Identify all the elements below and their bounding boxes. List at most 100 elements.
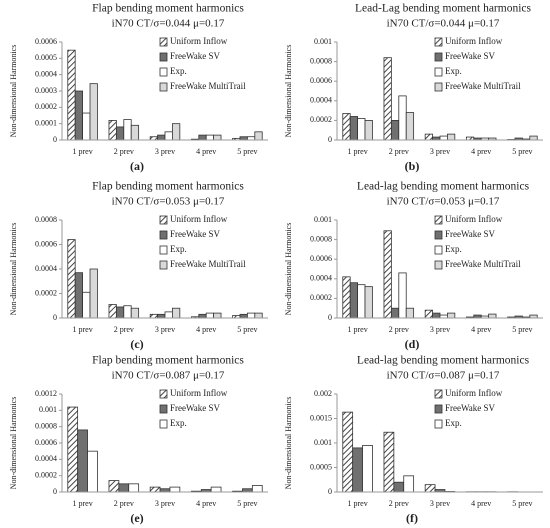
bar	[108, 304, 117, 319]
y-tick-label: 0	[53, 313, 57, 322]
y-tick-label: 0.0008	[35, 421, 57, 430]
y-tick-label: 0.001	[314, 37, 332, 46]
panel-label: (b)	[405, 159, 420, 173]
x-tick-label: 4 prev	[471, 147, 491, 156]
bar	[115, 306, 125, 319]
legend-swatch	[159, 260, 168, 270]
y-axis-label: Non-dimensional Harmonics	[9, 223, 18, 316]
y-tick-label: 0.0012	[35, 389, 57, 398]
bar	[239, 313, 248, 319]
x-tick-label: 5 prev	[237, 499, 257, 508]
y-tick-label: 0.001	[39, 405, 57, 414]
y-tick-label: 0.0002	[35, 470, 57, 479]
legend-swatch	[434, 419, 443, 429]
legend-label: FreeWake SV	[445, 51, 496, 61]
panel-label: (c)	[130, 337, 143, 351]
x-tick-label: 1 prev	[347, 147, 367, 156]
legend-label: Exp.	[445, 244, 462, 254]
legend-label: Exp.	[170, 66, 187, 76]
bar	[357, 118, 366, 141]
x-tick-label: 4 prev	[196, 499, 216, 508]
legend-label: Uniform Inflow	[445, 214, 503, 224]
legend-swatch	[159, 389, 168, 399]
x-tick-label: 3 prev	[155, 147, 175, 156]
bar	[67, 49, 76, 141]
bar	[164, 131, 173, 141]
bar	[157, 134, 166, 141]
x-tick-label: 3 prev	[430, 499, 450, 508]
y-tick-label: 0	[328, 135, 332, 144]
bar	[246, 312, 256, 319]
bar	[398, 95, 407, 141]
bar	[488, 313, 497, 319]
bar	[87, 450, 98, 493]
chart-title: Lead-lag bending moment harmonics	[357, 355, 530, 367]
y-tick-label: 0	[328, 313, 332, 322]
bar	[172, 307, 181, 319]
bar	[210, 486, 222, 493]
bar	[164, 311, 173, 319]
bar	[439, 135, 448, 141]
legend-swatch	[159, 404, 168, 414]
legend-label: FreeWake SV	[170, 51, 221, 61]
legend-swatch	[159, 215, 168, 225]
bar	[383, 57, 392, 141]
legend-swatch	[434, 404, 443, 414]
legend-label: Exp.	[445, 66, 462, 76]
x-tick-label: 2 prev	[389, 325, 409, 334]
bar	[390, 307, 400, 319]
bar	[123, 119, 132, 141]
x-tick-label: 5 prev	[237, 325, 257, 334]
bar	[390, 120, 400, 141]
bar	[424, 133, 433, 141]
bar	[342, 113, 351, 141]
legend-label: FreeWake SV	[170, 229, 221, 239]
y-tick-label: 0.0006	[35, 438, 57, 447]
legend-swatch	[159, 52, 168, 62]
chart-subtitle: iN70 CT/σ=0.053 μ=0.17	[387, 196, 500, 208]
bar	[362, 445, 373, 493]
bar	[115, 126, 125, 141]
bar	[403, 475, 415, 493]
bar	[118, 483, 130, 493]
x-tick-label: 1 prev	[347, 499, 367, 508]
y-tick-label: 0.0008	[310, 234, 332, 243]
bar	[342, 411, 354, 493]
y-tick-label: 0.0002	[310, 115, 332, 124]
legend-swatch	[434, 82, 443, 92]
y-tick-label: 0.0004	[310, 274, 332, 283]
bar	[198, 134, 207, 141]
y-tick-label: 0	[53, 487, 57, 496]
bar	[123, 305, 132, 319]
bar	[393, 481, 405, 493]
bar	[349, 116, 358, 141]
x-tick-label: 4 prev	[471, 325, 491, 334]
chart-subtitle: iN70 CT/σ=0.087 μ=0.17	[112, 370, 225, 382]
legend-label: Exp.	[170, 418, 187, 428]
x-tick-label: 1 prev	[347, 325, 367, 334]
chart-title: Flap bending moment harmonics	[92, 181, 244, 193]
bar	[405, 307, 415, 319]
y-tick-label: 0.0006	[35, 239, 57, 248]
chart-title: Lead-lag bending moment harmonics	[357, 181, 530, 193]
bar	[364, 286, 373, 319]
chart-title: Lead-Lag bending moment harmonics	[355, 3, 531, 15]
bar	[529, 135, 538, 141]
y-axis-label: Non-dimensional Harmonics	[9, 397, 18, 490]
bar	[205, 312, 215, 319]
legend-label: FreeWake MultiTrail	[445, 259, 521, 269]
bar	[130, 124, 140, 141]
bar	[89, 83, 98, 141]
y-tick-label: 0.0006	[35, 37, 57, 46]
x-tick-label: 2 prev	[114, 499, 134, 508]
y-tick-label: 0.0002	[35, 102, 57, 111]
bar	[254, 131, 263, 141]
bar	[383, 230, 392, 319]
y-tick-label: 0.0002	[35, 288, 57, 297]
legend-swatch	[434, 215, 443, 225]
panel-label: (f)	[406, 511, 418, 525]
chart-panel: Lead-lag bending moment harmonics iN70 CT…	[284, 355, 543, 525]
bar	[130, 307, 140, 319]
